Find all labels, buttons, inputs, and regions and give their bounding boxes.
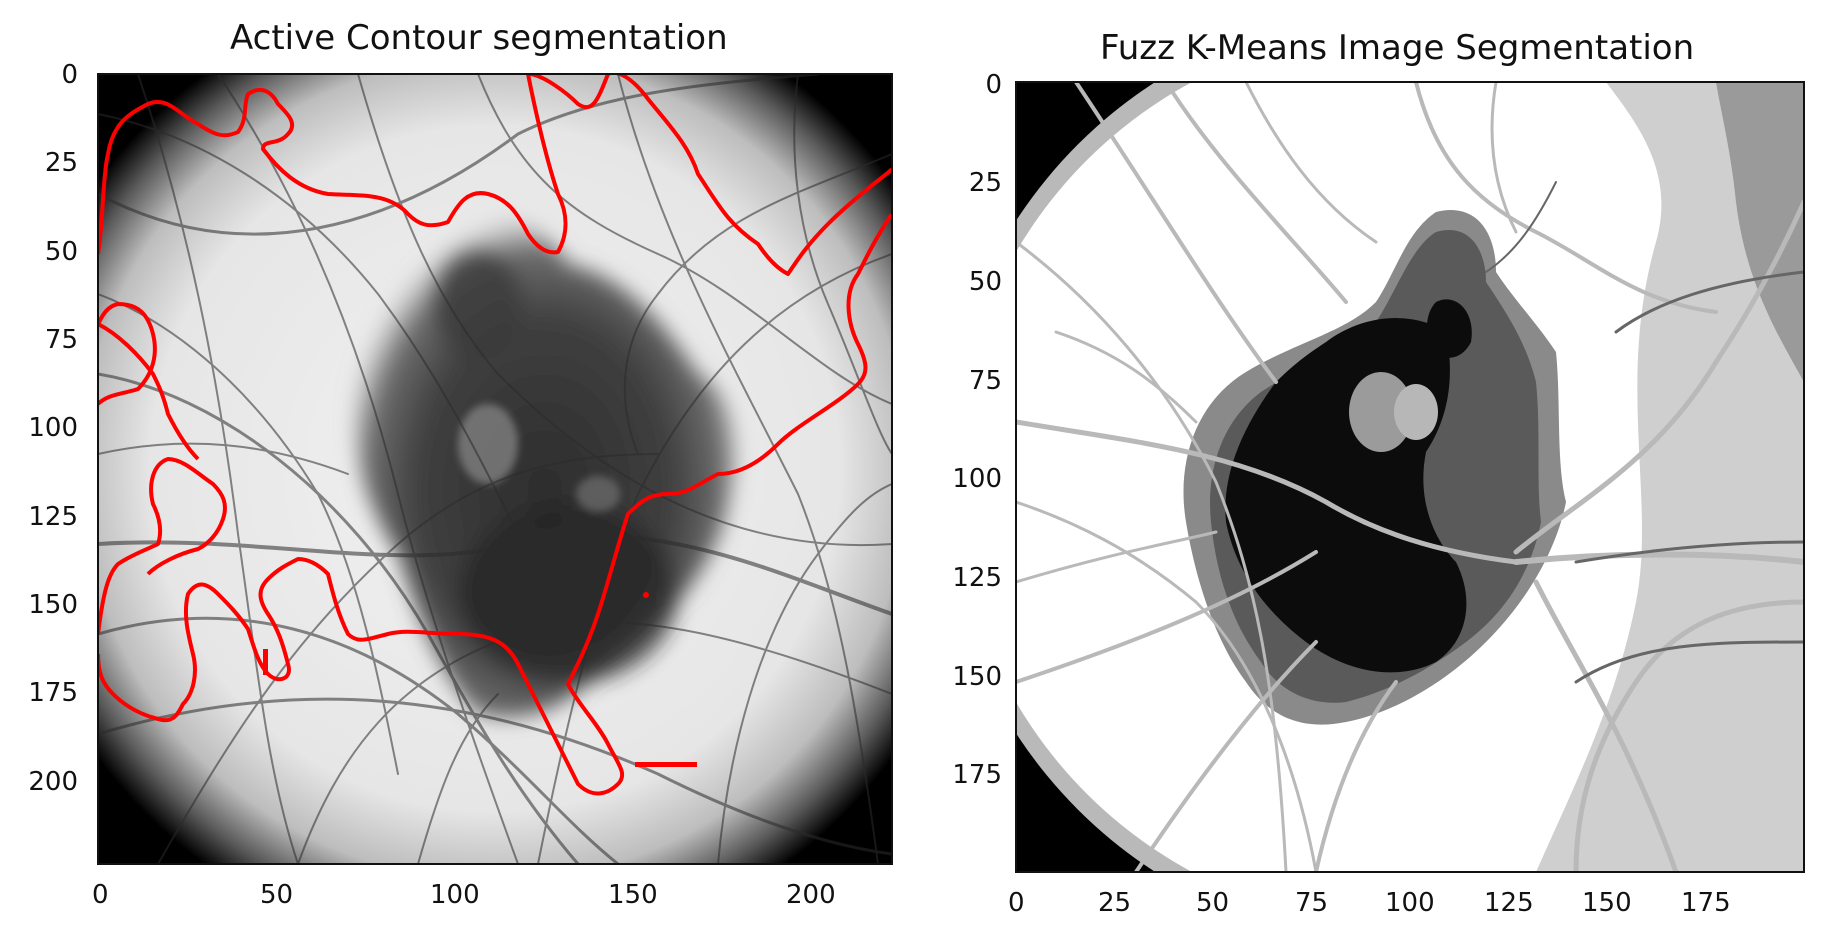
- contour-artifacts: [263, 592, 697, 767]
- x-tick-label: 100: [430, 880, 480, 910]
- hair-strands: [98, 74, 892, 864]
- x-tick-label: 100: [1385, 888, 1435, 918]
- x-tick-label: 200: [786, 880, 836, 910]
- plot-frame-left: [97, 73, 893, 865]
- x-tick-label: 50: [1196, 888, 1230, 918]
- y-tick-label: 150: [952, 662, 1002, 692]
- y-tick-label: 125: [952, 563, 1002, 593]
- y-tick-label: 175: [28, 678, 78, 708]
- y-tick-label: 125: [28, 502, 78, 532]
- panel-title-left: Active Contour segmentation: [230, 18, 728, 58]
- y-tick-label: 200: [28, 767, 78, 797]
- cluster-mid-gray-region: [1536, 82, 1804, 872]
- y-tick-label: 100: [952, 464, 1002, 494]
- active-contour-image: [98, 74, 892, 864]
- y-tick-label: 100: [28, 413, 78, 443]
- y-tick-label: 25: [44, 148, 78, 178]
- y-tick-label: 50: [44, 237, 78, 267]
- y-tick-label: 150: [28, 590, 78, 620]
- y-tick-label: 0: [61, 60, 78, 90]
- y-tick-label: 75: [44, 325, 78, 355]
- x-tick-label: 50: [260, 880, 294, 910]
- panel-title-right: Fuzz K-Means Image Segmentation: [1100, 28, 1695, 68]
- x-tick-label: 125: [1484, 888, 1534, 918]
- x-tick-label: 25: [1098, 888, 1132, 918]
- y-tick-label: 175: [952, 760, 1002, 790]
- y-tick-label: 0: [985, 70, 1002, 100]
- x-tick-label: 150: [608, 880, 658, 910]
- active-contour-outline: [98, 74, 892, 796]
- y-tick-label: 75: [968, 366, 1002, 396]
- y-tick-label: 25: [968, 168, 1002, 198]
- x-tick-label: 150: [1582, 888, 1632, 918]
- lesion-region: [354, 209, 736, 718]
- x-tick-label: 75: [1295, 888, 1329, 918]
- fuzzy-kmeans-image: [1016, 82, 1804, 872]
- x-tick-label: 0: [92, 880, 109, 910]
- y-tick-label: 50: [968, 267, 1002, 297]
- plot-frame-right: [1015, 81, 1805, 873]
- cluster-hair-strands: [1016, 82, 1804, 872]
- x-tick-label: 175: [1681, 888, 1731, 918]
- x-tick-label: 0: [1008, 888, 1025, 918]
